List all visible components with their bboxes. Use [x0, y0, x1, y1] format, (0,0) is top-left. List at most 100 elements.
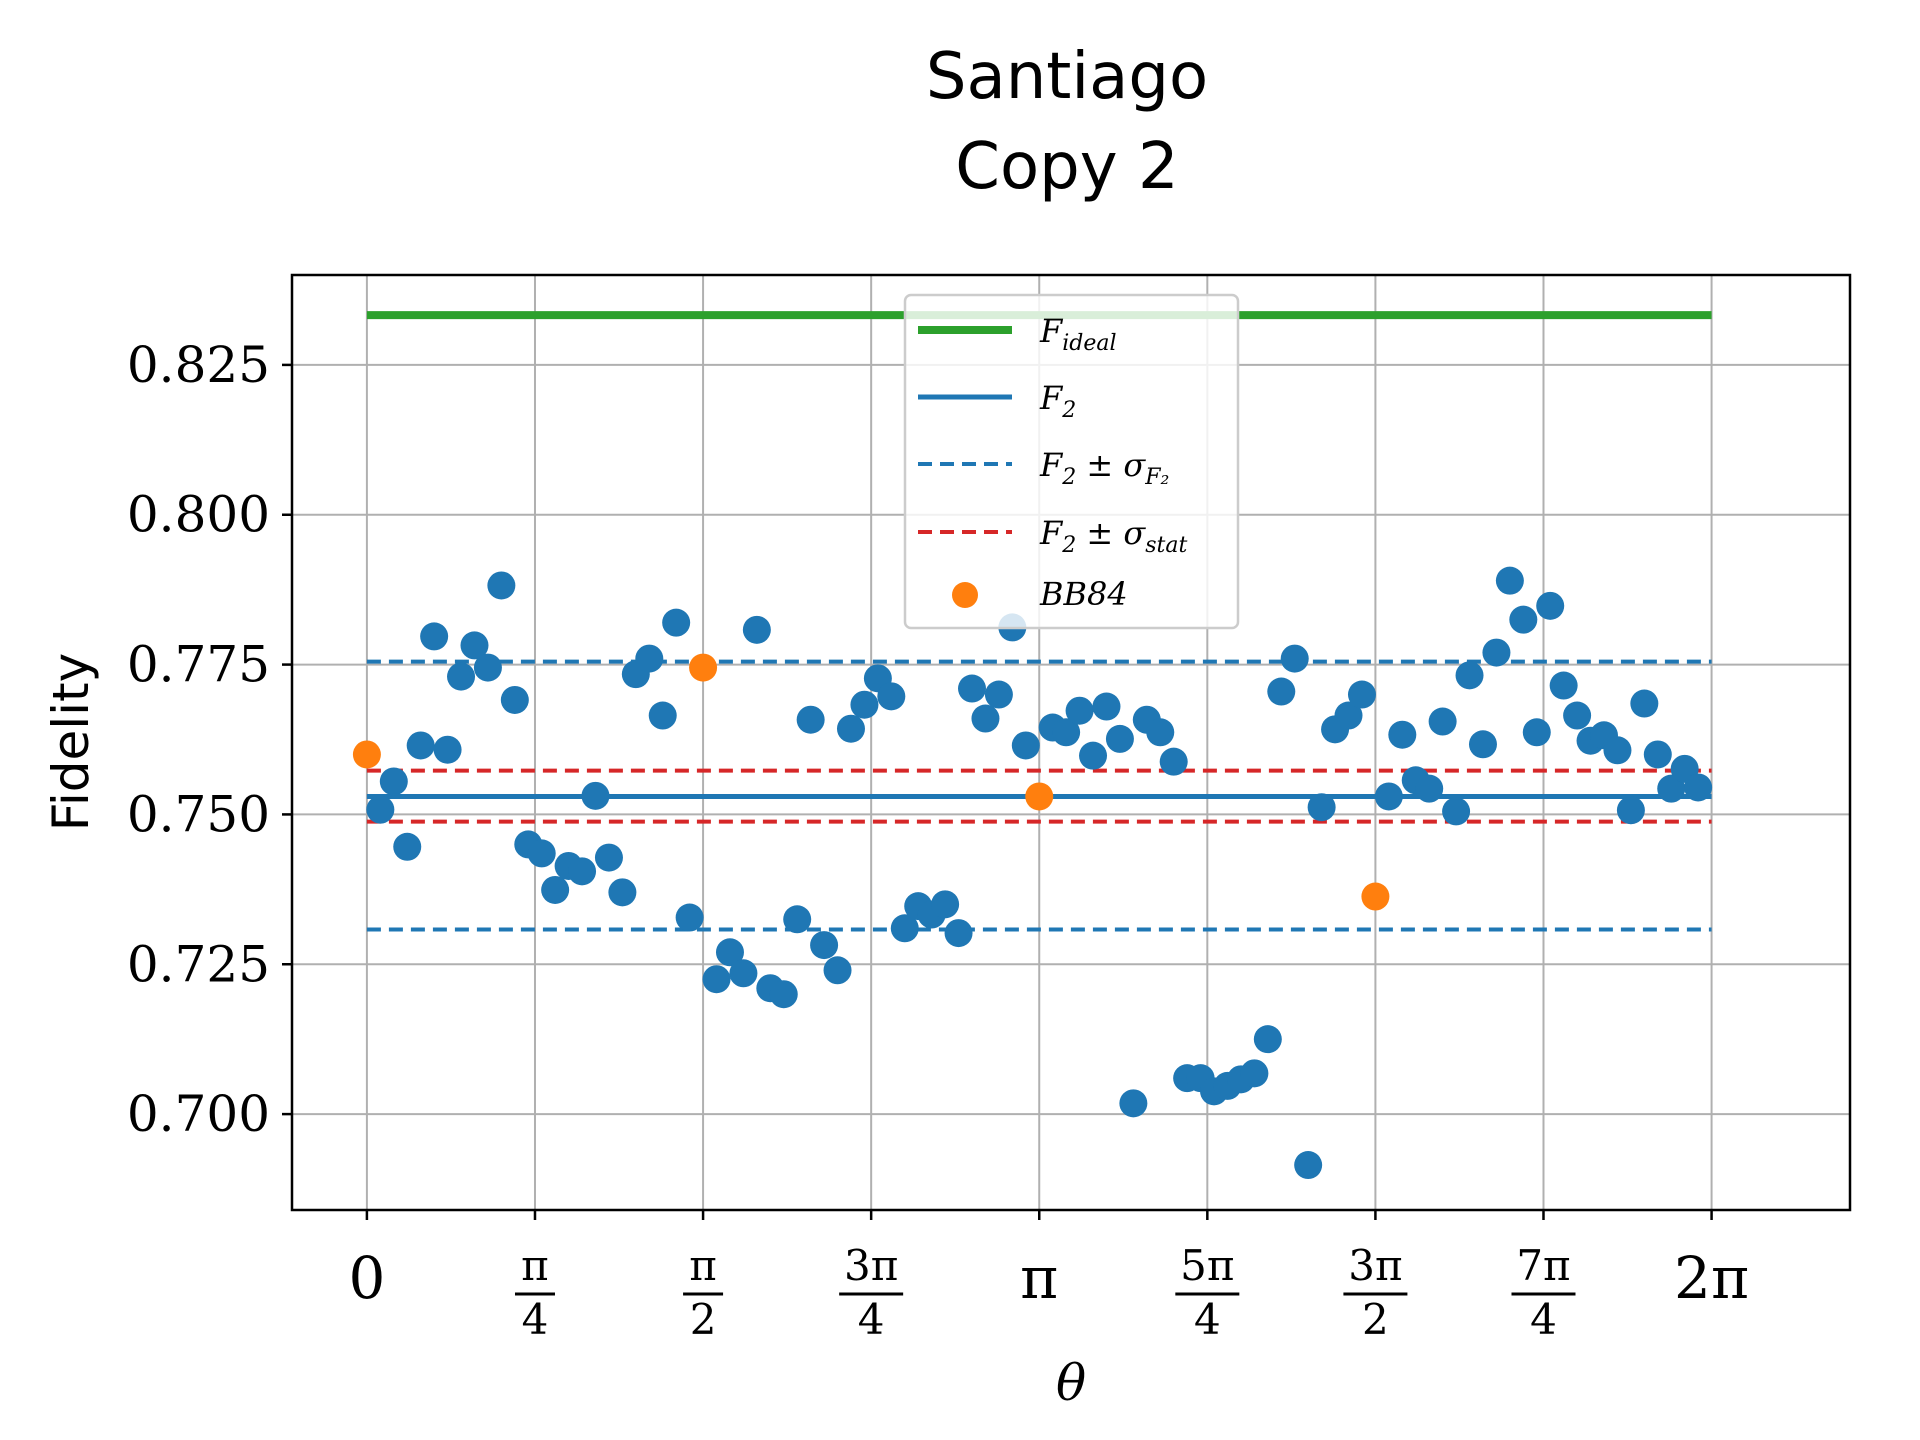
data-point-75 [1415, 774, 1444, 803]
x-tick-denominator-6: 2 [1362, 1295, 1389, 1344]
x-tick-numerator-1: π [521, 1241, 549, 1290]
legend-label-f2-stat-upper: F2 ± σstat [1039, 514, 1187, 558]
plot-frame [290, 273, 1852, 1212]
bb84-point-1 [689, 653, 718, 682]
data-point-9 [487, 571, 516, 600]
x-axis-label: θ [1056, 1354, 1086, 1412]
data-point-45 [984, 680, 1013, 709]
data-point-18 [608, 878, 637, 907]
data-point-42 [944, 919, 973, 948]
data-point-23 [675, 903, 704, 932]
bb84-point-2 [1025, 782, 1054, 811]
data-point-38 [890, 914, 919, 943]
data-point-15 [568, 857, 597, 886]
y-tick-label-2: 0.750 [127, 785, 270, 843]
data-point-70 [1334, 701, 1363, 730]
data-point-4 [420, 622, 449, 651]
x-tick-denominator-7: 4 [1530, 1295, 1557, 1344]
data-point-83 [1522, 718, 1551, 747]
x-tick-numerator-2: π [689, 1241, 717, 1290]
data-point-65 [1267, 677, 1296, 706]
data-point-30 [783, 905, 812, 934]
x-tick-label-5: 5π4 [1175, 1241, 1240, 1344]
x-tick-numerator-7: 7π [1516, 1241, 1570, 1290]
data-point-50 [1065, 696, 1094, 725]
data-point-0 [366, 795, 395, 824]
data-point-92 [1643, 740, 1672, 769]
data-point-7 [460, 631, 489, 660]
x-tick-label-4: π [1020, 1244, 1058, 1312]
data-point-26 [729, 959, 758, 988]
data-point-31 [796, 705, 825, 734]
data-point-64 [1253, 1025, 1282, 1054]
y-tick-label-1: 0.725 [127, 935, 270, 993]
x-tick-numerator-6: 3π [1348, 1241, 1402, 1290]
x-tick-label-6: 3π2 [1343, 1241, 1408, 1344]
data-point-24 [702, 965, 731, 994]
chart-title-line-1: Santiago [926, 40, 1208, 114]
data-point-67 [1294, 1151, 1323, 1180]
x-tick-denominator-5: 4 [1194, 1295, 1221, 1344]
data-point-89 [1603, 736, 1632, 765]
data-point-16 [581, 781, 610, 810]
data-point-34 [836, 714, 865, 743]
y-tick-label-3: 0.775 [127, 636, 270, 694]
y-tick-label-0: 0.700 [127, 1085, 270, 1143]
x-tick-label-3: 3π4 [839, 1241, 904, 1344]
chart-title-line-2: Copy 2 [955, 130, 1178, 204]
data-point-47 [1011, 731, 1040, 760]
data-point-43 [957, 674, 986, 703]
data-point-29 [769, 980, 798, 1009]
data-point-63 [1240, 1059, 1269, 1088]
data-point-73 [1388, 720, 1417, 749]
x-tick-label-8: 2π [1674, 1244, 1749, 1312]
data-point-12 [527, 839, 556, 868]
data-point-1 [379, 767, 408, 796]
x-tick-label-7: 7π4 [1511, 1241, 1576, 1344]
data-point-93 [1657, 774, 1686, 803]
data-point-66 [1280, 644, 1309, 673]
data-point-44 [971, 704, 1000, 733]
data-point-56 [1146, 718, 1175, 747]
data-point-10 [500, 685, 529, 714]
data-point-37 [877, 682, 906, 711]
bb84-point-3 [1361, 882, 1390, 911]
data-point-33 [823, 956, 852, 985]
data-point-54 [1119, 1089, 1148, 1118]
data-point-8 [473, 653, 502, 682]
data-point-21 [648, 701, 677, 730]
data-point-86 [1563, 701, 1592, 730]
data-point-57 [1159, 747, 1188, 776]
data-point-3 [406, 731, 435, 760]
x-tick-denominator-2: 2 [690, 1295, 717, 1344]
y-axis-ticks: 0.700 0.725 0.750 0.775 0.800 0.825 [127, 336, 292, 1143]
x-tick-denominator-3: 4 [858, 1295, 885, 1344]
scatter-points [352, 566, 1713, 1180]
x-tick-numerator-5: 5π [1180, 1241, 1234, 1290]
data-point-90 [1616, 796, 1645, 825]
x-tick-numerator-3: 3π [844, 1241, 898, 1290]
data-point-77 [1442, 797, 1471, 826]
data-point-80 [1482, 638, 1511, 667]
data-point-68 [1307, 793, 1336, 822]
data-point-71 [1347, 680, 1376, 709]
bb84-point-0 [352, 740, 381, 769]
y-tick-label-4: 0.800 [127, 486, 270, 544]
data-point-91 [1630, 689, 1659, 718]
legend-label-f2: F2 [1039, 379, 1076, 423]
data-point-6 [447, 662, 476, 691]
data-point-49 [1052, 718, 1081, 747]
data-point-41 [931, 890, 960, 919]
x-tick-label-0: 0 [348, 1244, 385, 1312]
data-point-13 [541, 875, 570, 904]
data-point-81 [1495, 566, 1524, 595]
x-tick-denominator-1: 4 [522, 1295, 549, 1344]
x-tick-label-2: π2 [683, 1241, 724, 1344]
data-point-78 [1455, 661, 1484, 690]
data-point-32 [810, 931, 839, 960]
data-point-53 [1105, 724, 1134, 753]
data-point-82 [1509, 605, 1538, 634]
legend-label-bb84: BB84 [1039, 575, 1128, 613]
legend-label-f2-sigma-upper: F2 ± σF₂ [1039, 446, 1169, 490]
